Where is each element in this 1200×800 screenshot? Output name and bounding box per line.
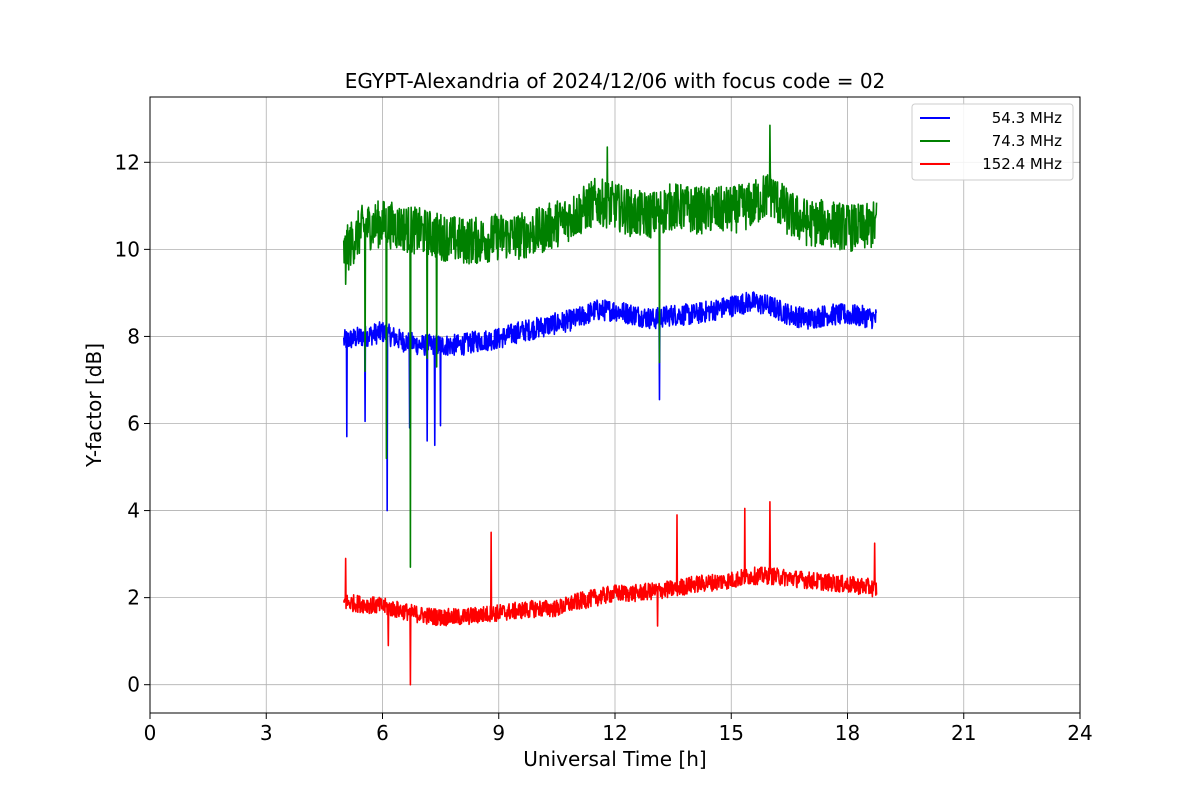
- x-tick-label: 0: [144, 721, 157, 745]
- legend-label: 152.4 MHz: [982, 155, 1062, 173]
- x-axis-ticks: 0 3 6 9 12 15 18 21 24: [144, 713, 1093, 745]
- legend-label: 54.3 MHz: [992, 109, 1062, 127]
- x-tick-label: 24: [1067, 721, 1092, 745]
- y-tick-label: 8: [127, 324, 140, 348]
- y-axis-label: Y-factor [dB]: [82, 343, 106, 468]
- y-tick-label: 6: [127, 412, 140, 436]
- y-tick-label: 12: [115, 150, 140, 174]
- x-axis-label: Universal Time [h]: [523, 747, 706, 771]
- y-axis-ticks: 0 2 4 6 8 10 12: [115, 150, 150, 697]
- x-tick-label: 9: [492, 721, 505, 745]
- y-tick-label: 2: [127, 586, 140, 610]
- y-tick-label: 0: [127, 673, 140, 697]
- x-tick-label: 12: [602, 721, 627, 745]
- series-line: [342, 291, 878, 512]
- legend: 54.3 MHz 74.3 MHz 152.4 MHz: [911, 103, 1074, 181]
- legend-box: [911, 103, 1074, 181]
- x-tick-label: 3: [260, 721, 273, 745]
- x-tick-label: 18: [835, 721, 860, 745]
- x-tick-label: 21: [951, 721, 976, 745]
- y-tick-label: 10: [115, 237, 140, 261]
- x-tick-label: 15: [719, 721, 744, 745]
- chart-title: EGYPT-Alexandria of 2024/12/06 with focu…: [345, 69, 886, 93]
- legend-label: 74.3 MHz: [992, 132, 1062, 150]
- x-tick-label: 6: [376, 721, 389, 745]
- series-line: [342, 501, 878, 686]
- plot-series: [342, 124, 878, 686]
- y-tick-label: 4: [127, 499, 140, 523]
- series-line: [342, 124, 878, 568]
